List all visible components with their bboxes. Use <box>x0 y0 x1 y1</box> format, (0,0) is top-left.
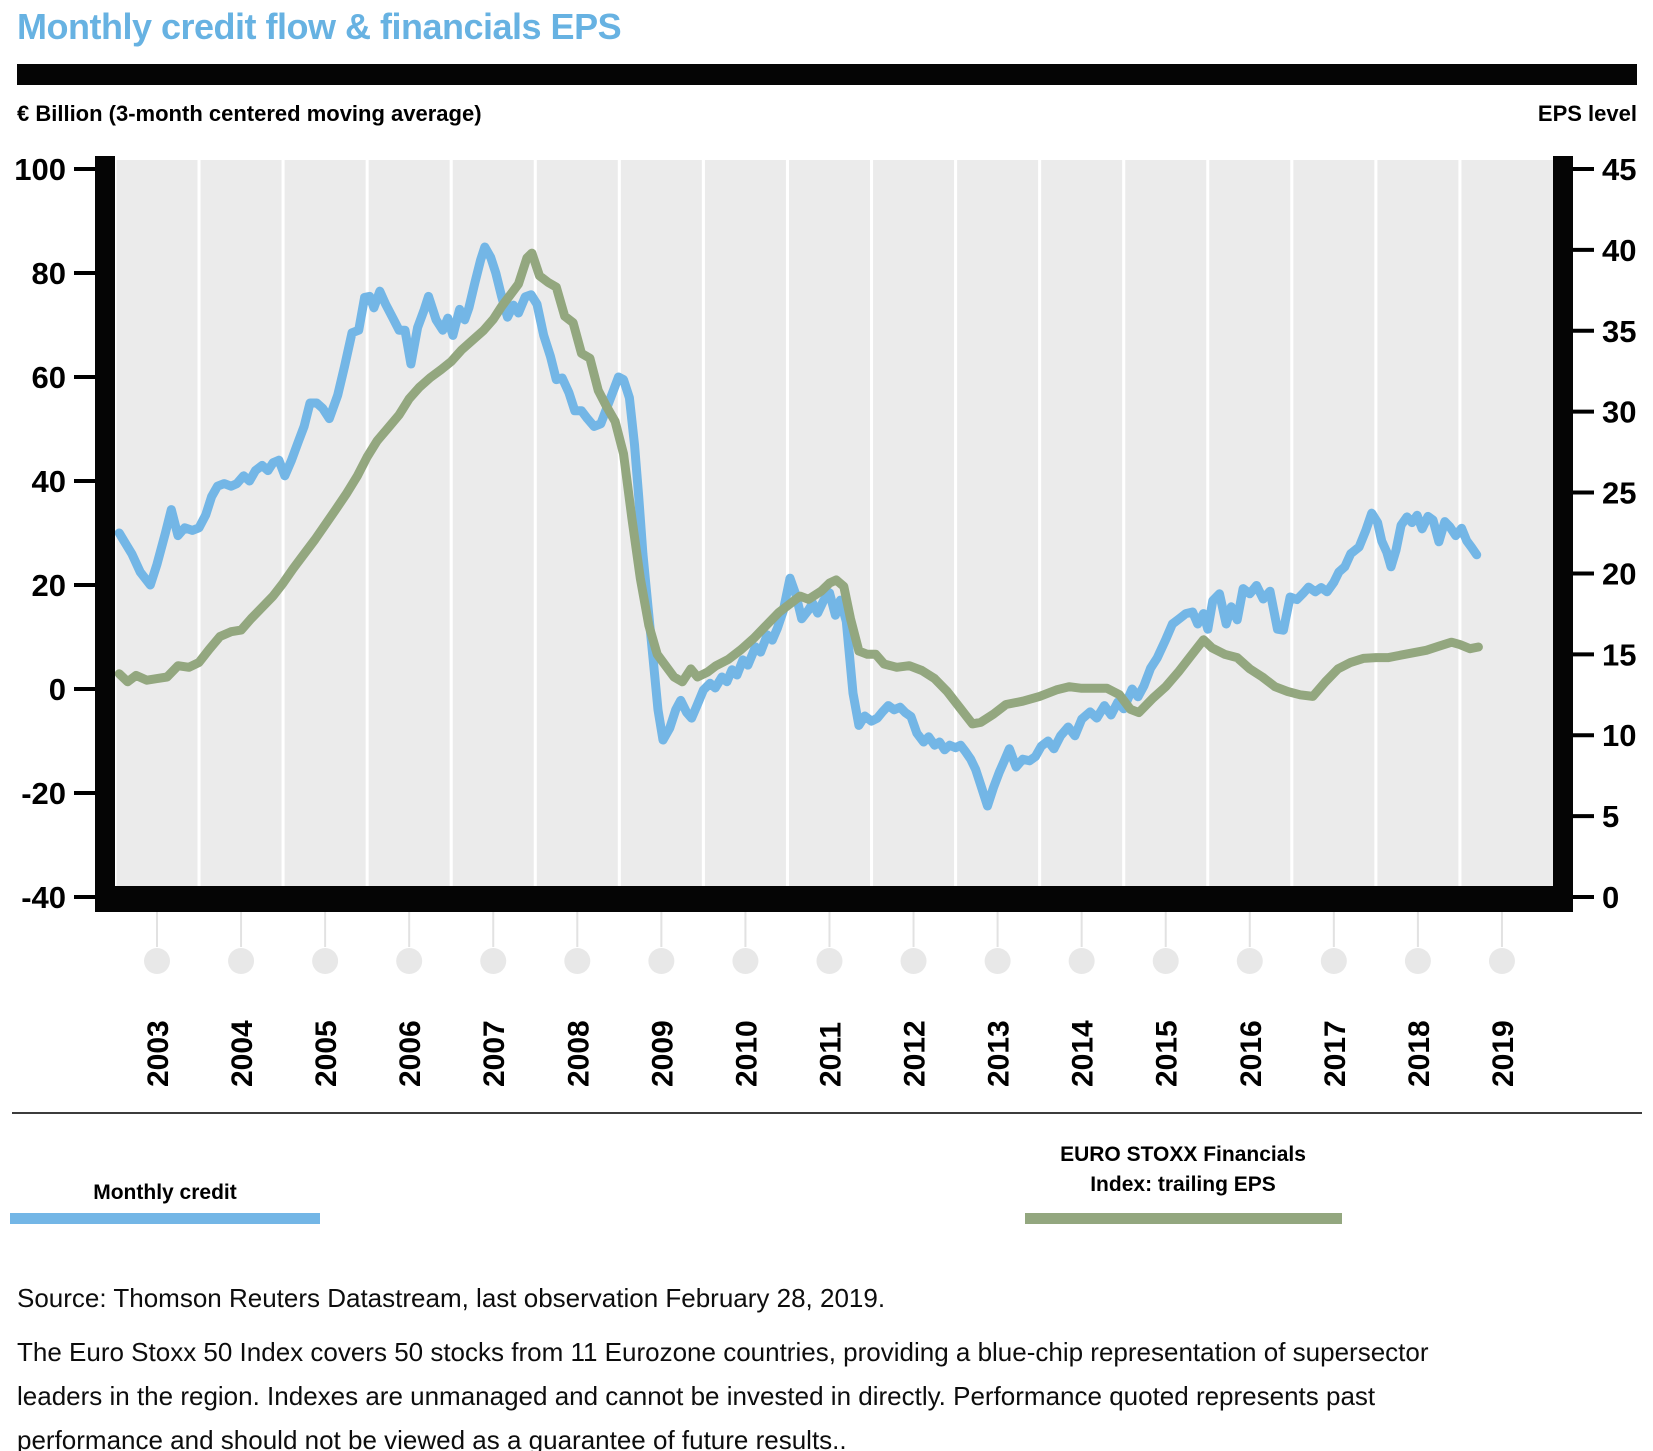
x-tick-dot <box>984 948 1011 974</box>
monthly-credit-swatch <box>10 1213 320 1224</box>
plot-bands <box>116 160 1553 886</box>
chart-svg: 2003 2004 2005 2006 2007 2008 2009 2010 2011 2012… <box>14 152 1636 1087</box>
x-tick-label: 2015 <box>1151 1020 1184 1087</box>
eps-swatch <box>1025 1213 1342 1224</box>
left-tick-label: -20 <box>21 776 66 811</box>
x-tick-label: 2010 <box>730 1020 763 1087</box>
left-axis: 100 80 60 40 20 0 -20 -40 <box>14 152 95 915</box>
x-tick-label: 2014 <box>1067 1020 1100 1087</box>
x-tick-dot <box>144 948 170 974</box>
left-axis-bar <box>95 156 115 912</box>
year-band <box>1125 160 1207 886</box>
right-tick-label: 5 <box>1602 799 1619 834</box>
x-tick-label: 2019 <box>1487 1020 1520 1087</box>
x-tick-dot <box>900 948 927 974</box>
disclaimer-line: performance and should not be viewed as … <box>17 1425 847 1451</box>
x-tick-label: 2011 <box>814 1022 847 1087</box>
page-title: Monthly credit flow & financials EPS <box>17 6 622 47</box>
x-tick-dot <box>1152 948 1179 974</box>
year-band <box>1209 160 1291 886</box>
x-tick-dot <box>1236 948 1263 974</box>
title-underline-bar <box>17 64 1637 85</box>
legend-label-monthly-credit: Monthly credit <box>93 1181 237 1204</box>
x-tick-dot <box>480 948 507 974</box>
legend-divider <box>12 1112 1642 1114</box>
left-tick-label: 80 <box>32 256 66 291</box>
x-tick-dot <box>1068 948 1095 974</box>
right-tick-label: 45 <box>1602 152 1636 187</box>
x-tick-dot <box>228 948 255 974</box>
x-tick-dot <box>396 948 423 974</box>
x-tick-label: 2018 <box>1403 1020 1436 1087</box>
right-axis: 45 40 35 30 25 20 15 10 5 0 <box>1573 152 1636 915</box>
x-tick-dot <box>1320 948 1347 974</box>
x-tick-dot <box>1488 948 1515 974</box>
x-tick-dot <box>312 948 339 974</box>
x-tick-label: 2007 <box>478 1020 511 1087</box>
right-tick-label: 10 <box>1602 718 1636 753</box>
year-band <box>368 160 450 886</box>
legend-label-eps-line2: Index: trailing EPS <box>1090 1173 1276 1196</box>
x-tick-label: 2003 <box>142 1020 175 1087</box>
x-tick-label: 2016 <box>1235 1020 1268 1087</box>
right-axis-bar <box>1553 156 1573 912</box>
year-band <box>1293 160 1375 886</box>
year-band <box>536 160 618 886</box>
year-band <box>873 160 955 886</box>
source-text: Source: Thomson Reuters Datastream, last… <box>17 1283 886 1313</box>
right-tick-label: 35 <box>1602 314 1636 349</box>
left-tick-label: 60 <box>32 360 66 395</box>
x-tick-label: 2013 <box>983 1020 1016 1087</box>
right-tick-label: 30 <box>1602 395 1636 430</box>
year-band <box>788 160 870 886</box>
left-tick-label: 20 <box>32 568 66 603</box>
year-band <box>200 160 282 886</box>
x-tick-label: 2012 <box>899 1020 932 1087</box>
axis-frame <box>95 156 1573 912</box>
bottom-axis-bar <box>95 886 1573 912</box>
x-tick-label: 2017 <box>1319 1020 1352 1087</box>
left-tick-label: 40 <box>32 464 66 499</box>
x-tick-dot <box>1404 948 1431 974</box>
year-band <box>116 160 198 886</box>
left-axis-caption: € Billion (3-month centered moving avera… <box>17 101 482 126</box>
x-tick-dot <box>732 948 759 974</box>
year-band <box>704 160 786 886</box>
x-tick-label: 2005 <box>310 1020 343 1087</box>
disclaimer-text: The Euro Stoxx 50 Index covers 50 stocks… <box>17 1330 1639 1451</box>
x-tick-label: 2008 <box>562 1020 595 1087</box>
right-tick-label: 25 <box>1602 476 1636 511</box>
x-tick-label: 2004 <box>226 1020 259 1087</box>
right-tick-label: 20 <box>1602 556 1636 591</box>
x-axis: 2003 2004 2005 2006 2007 2008 2009 2010 2011 2012… <box>142 912 1520 1087</box>
right-tick-label: 15 <box>1602 637 1636 672</box>
left-tick-label: -40 <box>21 880 66 915</box>
legend-label-eps: EURO STOXX Financials Index: trailing EP… <box>1020 1140 1346 1200</box>
disclaimer-line: The Euro Stoxx 50 Index covers 50 stocks… <box>17 1337 1429 1367</box>
year-band <box>1041 160 1123 886</box>
series-lines <box>114 242 1483 811</box>
right-axis-caption: EPS level <box>1537 101 1637 126</box>
x-tick-dot <box>564 948 591 974</box>
x-tick-label: 2006 <box>394 1020 427 1087</box>
x-tick-dot <box>816 948 843 974</box>
right-tick-label: 0 <box>1602 880 1619 915</box>
legend-label-eps-line1: EURO STOXX Financials <box>1060 1143 1306 1166</box>
monthly-credit-line <box>114 242 1482 811</box>
disclaimer-line: leaders in the region. Indexes are unman… <box>17 1381 1376 1411</box>
x-tick-dot <box>648 948 675 974</box>
x-tick-label: 2009 <box>646 1020 679 1087</box>
right-tick-label: 40 <box>1602 233 1636 268</box>
eps-line <box>114 248 1483 729</box>
year-band <box>1461 160 1553 886</box>
left-tick-label: 0 <box>49 672 66 707</box>
left-tick-label: 100 <box>14 152 66 187</box>
